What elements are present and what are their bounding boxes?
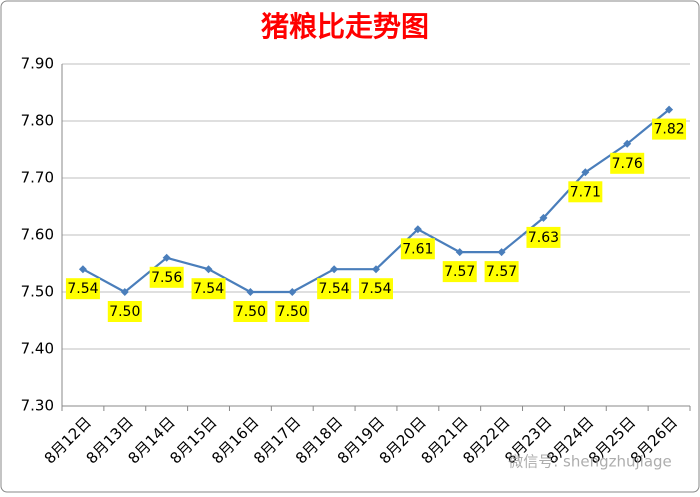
marker — [162, 253, 171, 262]
y-tick-label: 7.40 — [21, 340, 54, 358]
data-label: 7.82 — [653, 122, 684, 138]
marker — [623, 139, 632, 148]
marker — [497, 248, 506, 257]
label-box — [359, 278, 393, 300]
y-tick-label: 7.70 — [21, 169, 54, 187]
label-box — [275, 301, 310, 322]
label-box — [317, 278, 352, 300]
data-label: 7.50 — [277, 304, 308, 320]
label-box — [107, 301, 142, 322]
watermark: 微信号: shengzhujiage — [508, 453, 672, 471]
data-label: 7.54 — [360, 281, 391, 297]
marker — [204, 265, 213, 274]
marker — [581, 168, 590, 177]
data-label: 7.57 — [486, 264, 517, 280]
label-box — [149, 266, 184, 288]
label-box — [191, 278, 226, 300]
marker — [665, 105, 674, 114]
label-box — [233, 301, 268, 322]
label-box — [65, 278, 100, 300]
marker — [78, 265, 87, 274]
marker — [120, 288, 129, 296]
y-tick-label: 7.90 — [21, 55, 54, 73]
data-label: 7.54 — [193, 281, 224, 297]
label-box — [610, 152, 645, 174]
label-box — [484, 261, 519, 283]
marker — [246, 288, 255, 296]
label-box — [442, 261, 477, 283]
data-label: 7.61 — [402, 241, 433, 257]
data-label: 7.56 — [151, 270, 182, 286]
chart-title: 猪粮比走势图 — [261, 10, 429, 43]
label-box — [652, 118, 687, 140]
data-label: 7.50 — [109, 304, 140, 320]
y-tick-label: 7.30 — [21, 397, 54, 415]
y-tick-label: 7.80 — [21, 112, 54, 130]
label-box — [400, 238, 435, 260]
marker — [372, 265, 380, 274]
marker — [413, 225, 422, 234]
data-label: 7.76 — [612, 156, 643, 172]
marker — [455, 248, 464, 257]
marker — [539, 213, 548, 222]
marker — [288, 288, 297, 296]
data-label: 7.50 — [235, 304, 266, 320]
data-label: 7.57 — [444, 264, 475, 280]
label-box — [568, 181, 603, 203]
data-label: 7.54 — [67, 281, 98, 297]
marker — [330, 265, 339, 274]
y-tick-label: 7.50 — [21, 283, 54, 301]
data-label: 7.71 — [570, 184, 601, 200]
data-label: 7.63 — [528, 230, 559, 246]
data-label: 7.54 — [319, 281, 350, 297]
label-box — [526, 226, 561, 248]
y-tick-label: 7.60 — [21, 226, 54, 244]
